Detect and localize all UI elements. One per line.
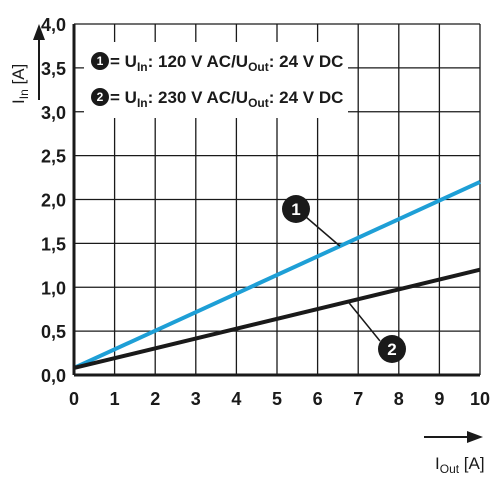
x-axis-title-unit: [A] xyxy=(459,454,485,473)
x-axis-title: IOut [A] xyxy=(435,454,485,476)
x-tick-label: 2 xyxy=(150,389,160,409)
y-tick-label: 0,5 xyxy=(41,322,66,342)
x-tick-label: 1 xyxy=(110,389,120,409)
x-axis-title-symbol: I xyxy=(435,454,440,473)
y-tick-label: 3,5 xyxy=(41,59,66,79)
x-tick-label: 4 xyxy=(231,389,241,409)
legend-entry-1: 1 = UIn: 120 V AC/UOut: 24 V DC xyxy=(91,52,343,74)
callout-series-1: 1 xyxy=(282,195,341,247)
y-tick-label: 3,0 xyxy=(41,103,66,123)
legend-badge-1-label: 1 xyxy=(97,54,104,68)
x-tick-label: 9 xyxy=(434,389,444,409)
x-axis-arrowhead xyxy=(467,431,483,443)
y-tick-label: 2,0 xyxy=(41,191,66,211)
legend-badge-2 xyxy=(91,88,109,106)
y-tick-label: 2,5 xyxy=(41,147,66,167)
series-layer xyxy=(73,180,481,370)
legend-label-2: = UIn: 230 V AC/UOut: 24 V DC xyxy=(110,88,343,110)
y-axis-title-symbol: I xyxy=(9,99,28,104)
legend-background xyxy=(84,42,348,118)
x-tick-label: 10 xyxy=(470,389,490,409)
series-line-1 xyxy=(73,180,481,370)
x-axis-title-subscript: Out xyxy=(440,462,460,476)
x-tick-label: 8 xyxy=(394,389,404,409)
callout-leader-1 xyxy=(305,216,341,247)
x-tick-label: 7 xyxy=(353,389,363,409)
legend-badge-1 xyxy=(91,52,109,70)
legend-badge-2-label: 2 xyxy=(97,90,104,104)
y-axis-title-unit: [A] xyxy=(9,64,28,90)
x-tick-label: 6 xyxy=(313,389,323,409)
y-tick-label: 0,0 xyxy=(41,366,66,386)
x-tick-label: 5 xyxy=(272,389,282,409)
legend-label-1: = UIn: 120 V AC/UOut: 24 V DC xyxy=(110,52,343,74)
y-tick-label: 1,5 xyxy=(41,234,66,254)
callout-leader-2 xyxy=(347,301,381,342)
y-axis-title-subscript: In xyxy=(17,89,31,99)
callout-badge-1 xyxy=(282,195,310,223)
callout-badge-1-label: 1 xyxy=(291,200,300,219)
legend: 1 = UIn: 120 V AC/UOut: 24 V DC 2 = UIn:… xyxy=(84,42,348,118)
axes xyxy=(72,24,480,377)
callout-badge-2-label: 2 xyxy=(387,340,396,359)
y-tick-label: 4,0 xyxy=(41,15,66,35)
x-tick-label: 0 xyxy=(69,389,79,409)
callout-badge-2 xyxy=(378,335,406,363)
callout-series-2: 2 xyxy=(347,301,406,363)
y-axis-title: IIn [A] xyxy=(9,64,31,104)
tick-labels: 0 1 2 3 4 5 6 7 8 9 10 0,0 0,5 1,0 1,5 2,0 2,5 3,0 3,5 4,0 xyxy=(41,15,490,409)
x-tick-label: 3 xyxy=(191,389,201,409)
series-line-2 xyxy=(73,267,481,370)
legend-entry-2: 2 = UIn: 230 V AC/UOut: 24 V DC xyxy=(91,88,343,110)
y-tick-label: 1,0 xyxy=(41,278,66,298)
y-axis-arrowhead xyxy=(33,24,45,40)
